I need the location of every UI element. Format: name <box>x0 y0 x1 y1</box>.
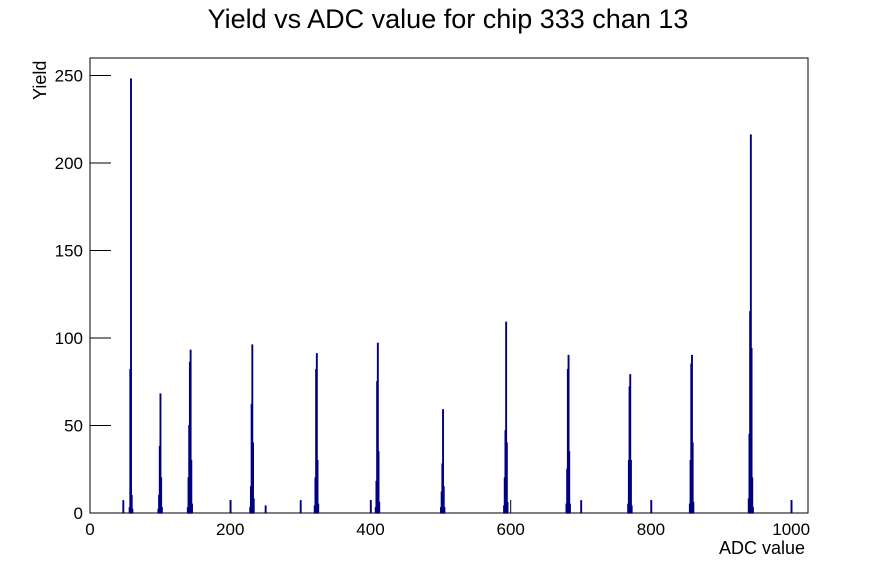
x-tick-label: 800 <box>637 520 665 539</box>
y-tick-label: 150 <box>55 242 83 261</box>
y-tick-label: 250 <box>55 67 83 86</box>
y-axis-label: Yield <box>30 61 50 100</box>
histogram-bar <box>252 498 255 514</box>
histogram-bar <box>580 500 583 514</box>
histogram-bar <box>131 508 134 514</box>
histogram-bar <box>299 500 302 514</box>
y-tick-label: 100 <box>55 329 83 348</box>
histogram-bar <box>650 500 653 514</box>
x-tick-label: 600 <box>497 520 525 539</box>
histogram-bar <box>317 503 320 514</box>
histogram-bar <box>122 500 125 514</box>
x-tick-label: 400 <box>356 520 384 539</box>
histogram-bar <box>443 507 446 514</box>
histogram-bar <box>160 507 163 514</box>
histogram-bar <box>191 503 193 514</box>
x-tick-label: 200 <box>216 520 244 539</box>
y-tick-label: 0 <box>74 504 83 523</box>
x-tick-label: 1000 <box>772 520 810 539</box>
histogram-bar <box>369 500 372 514</box>
y-tick-label: 200 <box>55 154 83 173</box>
histogram-bar <box>790 500 793 514</box>
x-tick-label: 0 <box>85 520 94 539</box>
histogram-bar <box>229 500 232 514</box>
histogram-bar <box>130 78 132 514</box>
histogram-bar <box>630 459 632 514</box>
plot-frame <box>89 57 809 514</box>
histogram-bar <box>506 501 509 514</box>
histogram-bar <box>752 507 754 514</box>
histogram-bar <box>378 501 381 514</box>
y-tick-label: 50 <box>64 417 83 436</box>
x-axis-label: ADC value <box>719 538 805 558</box>
histogram-bar <box>630 505 633 514</box>
histogram-bar <box>569 503 571 514</box>
histogram-bar <box>692 501 695 514</box>
histogram-bar <box>264 505 267 514</box>
chart-title: Yield vs ADC value for chip 333 chan 13 <box>208 4 689 34</box>
